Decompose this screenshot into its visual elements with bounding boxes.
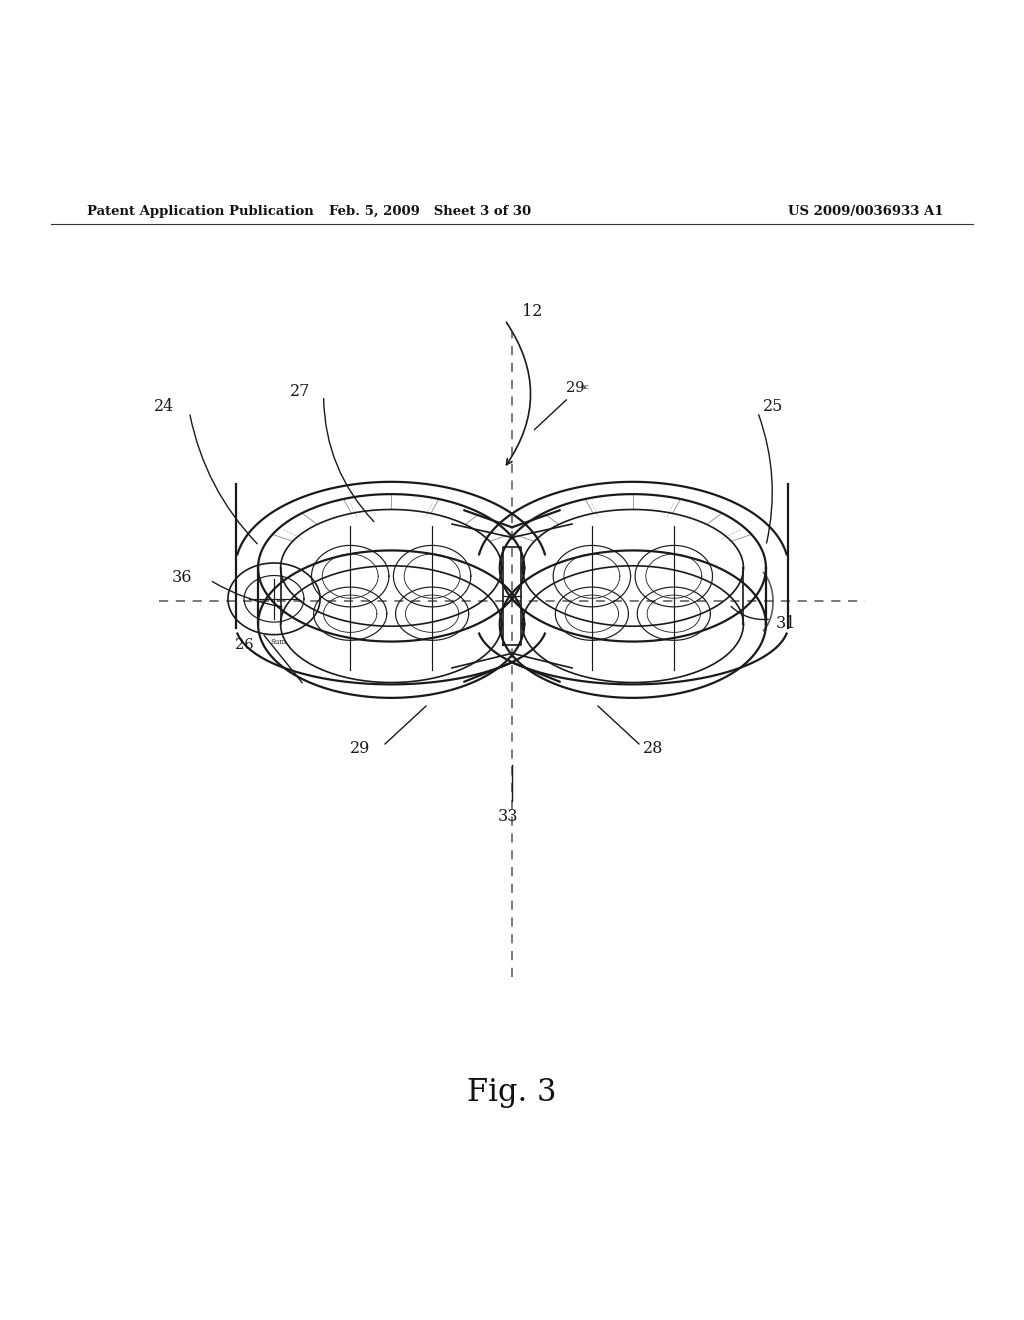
Text: ac: ac bbox=[581, 383, 590, 391]
Text: 12: 12 bbox=[522, 304, 543, 321]
Text: 26: 26 bbox=[236, 639, 254, 652]
Text: 33: 33 bbox=[498, 808, 518, 825]
Text: 24: 24 bbox=[154, 397, 174, 414]
Text: 29: 29 bbox=[350, 739, 371, 756]
Text: 27: 27 bbox=[290, 383, 310, 400]
Text: Patent Application Publication: Patent Application Publication bbox=[87, 205, 313, 218]
Text: US 2009/0036933 A1: US 2009/0036933 A1 bbox=[788, 205, 944, 218]
Text: 36: 36 bbox=[172, 569, 193, 586]
Text: Sum: Sum bbox=[270, 639, 287, 647]
Text: Feb. 5, 2009   Sheet 3 of 30: Feb. 5, 2009 Sheet 3 of 30 bbox=[329, 205, 531, 218]
Text: 31: 31 bbox=[776, 615, 797, 632]
Text: Fig. 3: Fig. 3 bbox=[467, 1077, 557, 1107]
Text: 28: 28 bbox=[643, 739, 664, 756]
Text: 25: 25 bbox=[763, 397, 783, 414]
Text: 29: 29 bbox=[566, 380, 585, 395]
